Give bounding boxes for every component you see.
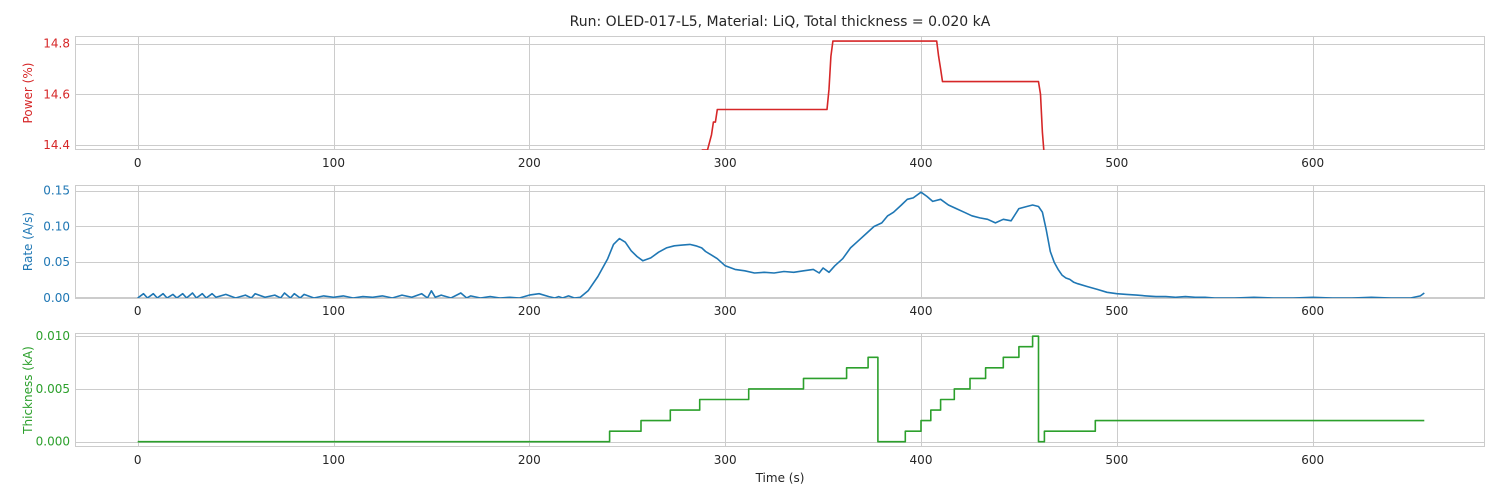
chart-title: Run: OLED-017-L5, Material: LiQ, Total t… [570, 14, 991, 30]
panel-2-x-tick-label: 500 [1105, 304, 1128, 318]
panel-1-x-tick-label: 500 [1105, 156, 1128, 170]
panel-3-x-tick-label: 100 [322, 453, 345, 467]
panel-1-y-tick-label: 14.4 [43, 138, 70, 152]
panel-1-frame [75, 36, 1485, 150]
panel-3-x-tick-label: 500 [1105, 453, 1128, 467]
panel-1-x-tick-label: 100 [322, 156, 345, 170]
panel-1-x-tick-label: 200 [518, 156, 541, 170]
panel-3-y-tick-label: 0.000 [36, 435, 70, 449]
panel-1-x-tick-label: 600 [1301, 156, 1324, 170]
panel-1-y-tick-label: 14.6 [43, 87, 70, 101]
panel-2-y-axis-label: Rate (A/s) [21, 212, 35, 271]
panel-2-y-tick-label: 0.15 [43, 184, 70, 198]
panel-2-x-tick-label: 300 [714, 304, 737, 318]
panel-2-y-tick-label: 0.00 [43, 291, 70, 305]
panel-3-y-axis-label: Thickness (kA) [21, 346, 35, 435]
panel-2-y-tick-label: 0.05 [43, 255, 70, 269]
panel-2-x-tick-label: 600 [1301, 304, 1324, 318]
panel-1-x-tick-label: 400 [910, 156, 933, 170]
panel-3-y-tick-label: 0.005 [36, 382, 70, 396]
panel-2-x-tick-label: 200 [518, 304, 541, 318]
panel-1-y-axis-label: Power (%) [21, 63, 35, 124]
panel-2-x-tick-label: 400 [910, 304, 933, 318]
panel-3-x-tick-label: 600 [1301, 453, 1324, 467]
panel-1-x-tick-label: 0 [134, 156, 142, 170]
panel-1-x-tick-label: 300 [714, 156, 737, 170]
panel-3-x-tick-label: 0 [134, 453, 142, 467]
panel-3-y-tick-label: 0.010 [36, 329, 70, 343]
panel-3-x-tick-label: 200 [518, 453, 541, 467]
panel-2-series-line [137, 191, 1425, 298]
panel-2-y-tick-label: 0.10 [43, 219, 70, 233]
panel-3-x-tick-label: 400 [910, 453, 933, 467]
panel-2-x-tick-label: 100 [322, 304, 345, 318]
panel-3-series-line [137, 335, 1425, 443]
panel-1-y-tick-label: 14.8 [43, 37, 70, 51]
x-axis-label: Time (s) [755, 471, 805, 485]
panel-3-x-tick-label: 300 [714, 453, 737, 467]
panel-2-frame [75, 185, 1485, 298]
panel-2-x-tick-label: 0 [134, 304, 142, 318]
panel-1-series-line [701, 40, 1045, 150]
